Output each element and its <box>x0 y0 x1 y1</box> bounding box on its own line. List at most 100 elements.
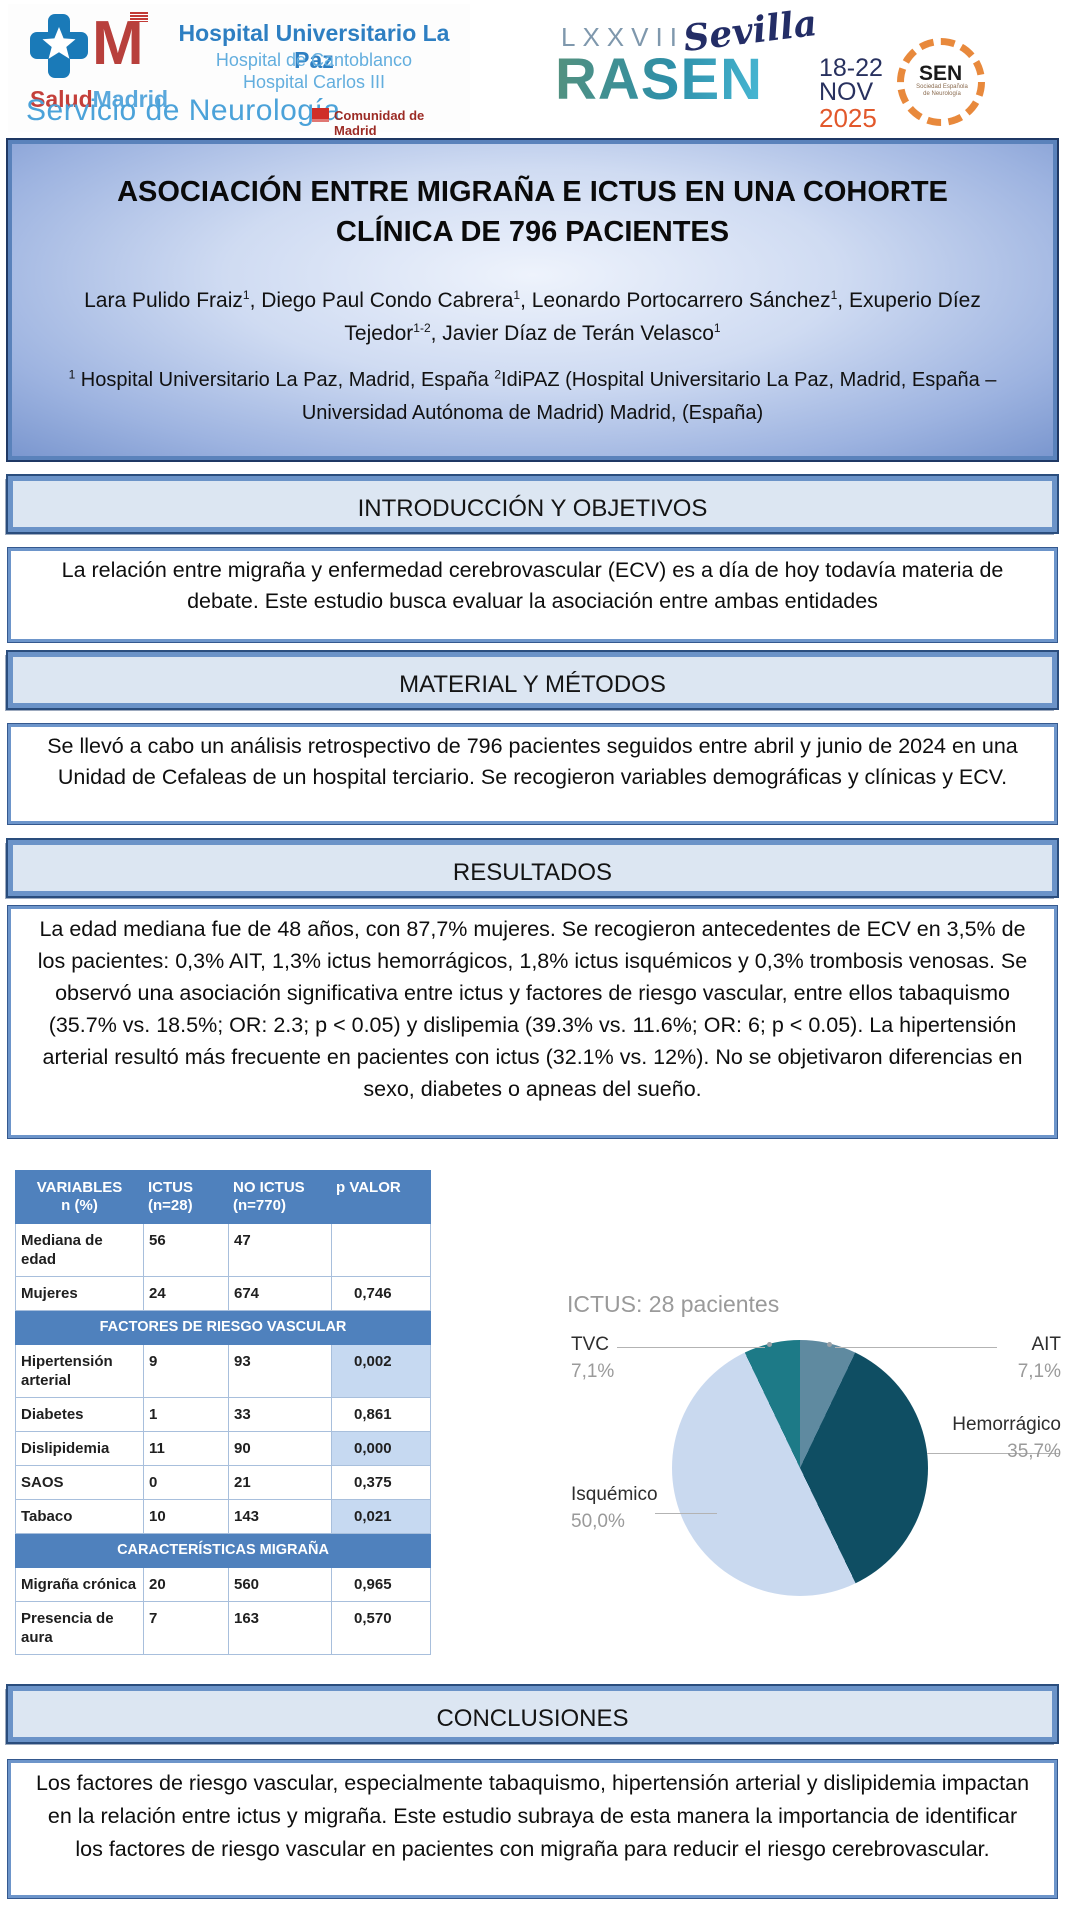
title-block: ASOCIACIÓN ENTRE MIGRAÑA E ICTUS EN UNA … <box>6 138 1059 462</box>
leader-line-isquemico <box>655 1513 717 1514</box>
pvalue-cell: 0,570 <box>331 1601 431 1655</box>
body-text: Se llevó a cabo un análisis retrospectiv… <box>47 734 1018 789</box>
count-cell: 674 <box>228 1276 332 1311</box>
heading-text: MATERIAL Y MÉTODOS <box>399 671 666 698</box>
affiliations-line: 1 Hospital Universitario La Paz, Madrid,… <box>68 367 997 424</box>
pvalue-cell: 0,375 <box>331 1465 431 1500</box>
count-cell: 33 <box>228 1397 332 1432</box>
table-band-row: FACTORES DE RIESGO VASCULAR <box>15 1310 431 1345</box>
leader-line-hemorragico <box>927 1453 1059 1454</box>
leader-line-tvc <box>617 1347 765 1348</box>
table-header-cell: p VALOR <box>331 1170 431 1224</box>
hospital-name-3: Hospital Carlos III <box>242 72 386 92</box>
pie-label-hemorragico: Hemorrágico 35,7% <box>952 1411 1061 1465</box>
congress-name: RASEN <box>555 40 763 120</box>
comunidad-madrid-flag-icon <box>312 108 329 122</box>
count-cell: 93 <box>228 1344 332 1398</box>
table-header-cell: NO ICTUS (n=770) <box>228 1170 332 1224</box>
table-row: Mujeres 24 674 0,746 <box>15 1276 431 1311</box>
table-row: Hipertensión arterial 9 93 0,002 <box>15 1344 431 1398</box>
pie <box>672 1340 928 1596</box>
pvalue-cell <box>331 1223 431 1277</box>
body-text: La relación entre migraña y enfermedad c… <box>61 558 1004 613</box>
count-cell: 21 <box>228 1465 332 1500</box>
section-heading-conclusiones: CONCLUSIONES <box>6 1684 1059 1744</box>
count-cell: 163 <box>228 1601 332 1655</box>
table-band-row: CARACTERÍSTICAS MIGRAÑA <box>15 1533 431 1568</box>
table-header-cell: ICTUS (n=28) <box>143 1170 229 1224</box>
heading-text: INTRODUCCIÓN Y OBJETIVOS <box>357 495 708 522</box>
slice-name: AIT <box>1031 1334 1061 1355</box>
section-body-metodos: Se llevó a cabo un análisis retrospectiv… <box>7 723 1058 825</box>
congress-city-script: Sevilla <box>680 1 820 61</box>
authors-line: Lara Pulido Fraiz1, Diego Paul Condo Cab… <box>84 288 981 345</box>
variable-cell: Presencia de aura <box>15 1601 144 1655</box>
section-body-introduccion: La relación entre migraña y enfermedad c… <box>7 547 1058 643</box>
table-row: Dislipidemia 11 90 0,000 <box>15 1431 431 1466</box>
table-section-band: CARACTERÍSTICAS MIGRAÑA <box>15 1533 431 1568</box>
pvalue-cell: 0,002 <box>331 1344 431 1398</box>
pvalue-cell: 0,000 <box>331 1431 431 1466</box>
count-cell: 10 <box>143 1499 229 1534</box>
count-cell: 143 <box>228 1499 332 1534</box>
slice-name: Isquémico <box>571 1484 658 1505</box>
hospital-name-main: Hospital Universitario La Paz <box>178 20 450 73</box>
pie-label-ait: AIT 7,1% <box>1018 1331 1061 1385</box>
congress-edition: LXXVII <box>561 22 684 52</box>
section-body-resultados: La edad mediana fue de 48 años, con 87,7… <box>7 905 1058 1139</box>
congress-dates: 18-22 <box>819 54 883 82</box>
count-cell: 0 <box>143 1465 229 1500</box>
table-row: Mediana de edad 56 47 <box>15 1223 431 1277</box>
sen-logo: SEN Sociedad Española de Neurología <box>897 38 985 126</box>
leader-dot-tvc <box>767 1342 772 1347</box>
section-heading-introduccion: INTRODUCCIÓN Y OBJETIVOS <box>6 474 1059 534</box>
section-heading-resultados: RESULTADOS <box>6 838 1059 898</box>
count-cell: 560 <box>228 1567 332 1602</box>
count-cell: 1 <box>143 1397 229 1432</box>
pvalue-cell: 0,021 <box>331 1499 431 1534</box>
ictus-pie-chart: ICTUS: 28 pacientes TVC 7,1% AIT 7,1% He… <box>555 1285 1075 1645</box>
table-body: Mediana de edad 56 47 Mujeres 24 674 0,746 FACT… <box>15 1223 431 1655</box>
leader-line-ait <box>835 1347 997 1348</box>
pvalue-cell: 0,746 <box>331 1276 431 1311</box>
count-cell: 90 <box>228 1431 332 1466</box>
salud-madrid-text: SaludMadrid <box>30 86 168 113</box>
count-cell: 7 <box>143 1601 229 1655</box>
sen-acronym: SEN <box>919 62 963 85</box>
table-row: Diabetes 1 33 0,861 <box>15 1397 431 1432</box>
count-cell: 9 <box>143 1344 229 1398</box>
table-header-cell: VARIABLES n (%) <box>15 1170 144 1224</box>
variable-cell: Diabetes <box>15 1397 144 1432</box>
slice-percent: 7,1% <box>1017 1361 1061 1382</box>
hospital-logo: M SaludMadrid Hospital Universitario La … <box>8 4 470 138</box>
variable-cell: Dislipidemia <box>15 1431 144 1466</box>
comunidad-madrid-text: Comunidad de Madrid <box>334 108 425 138</box>
slice-name: TVC <box>571 1334 609 1355</box>
variable-cell: Migraña crónica <box>15 1567 144 1602</box>
pie-title: ICTUS: 28 pacientes <box>567 1291 780 1317</box>
sen-subtitle: Sociedad Española de Neurología <box>916 84 968 97</box>
variable-cell: SAOS <box>15 1465 144 1500</box>
heading-text: RESULTADOS <box>452 859 613 886</box>
pie-label-isquemico: Isquémico 50,0% <box>571 1481 658 1535</box>
count-cell: 47 <box>228 1223 332 1277</box>
poster-title: ASOCIACIÓN ENTRE MIGRAÑA E ICTUS EN UNA … <box>117 176 948 248</box>
servicio-neurologia-text: Servicio de Neurología <box>26 94 341 127</box>
madrid-flag-icon <box>130 12 148 22</box>
pvalue-cell: 0,965 <box>331 1567 431 1602</box>
section-heading-metodos: MATERIAL Y MÉTODOS <box>6 650 1059 710</box>
slice-percent: 35,7% <box>1007 1441 1061 1462</box>
sen-brain-ring-icon <box>897 38 985 126</box>
congress-year: 2025 <box>819 103 877 133</box>
madrid-text: Madrid <box>92 86 169 112</box>
table-row: Tabaco 10 143 0,021 <box>15 1499 431 1534</box>
congress-month: NOV <box>819 78 874 106</box>
table-section-band: FACTORES DE RIESGO VASCULAR <box>15 1310 431 1345</box>
variable-cell: Mujeres <box>15 1276 144 1311</box>
variable-cell: Hipertensión arterial <box>15 1344 144 1398</box>
results-table: VARIABLES n (%) ICTUS (n=28) NO ICTUS (n=7… <box>15 1170 431 1655</box>
slice-percent: 7,1% <box>571 1361 615 1382</box>
slice-name: Hemorrágico <box>952 1414 1061 1435</box>
heading-text: CONCLUSIONES <box>436 1705 629 1732</box>
